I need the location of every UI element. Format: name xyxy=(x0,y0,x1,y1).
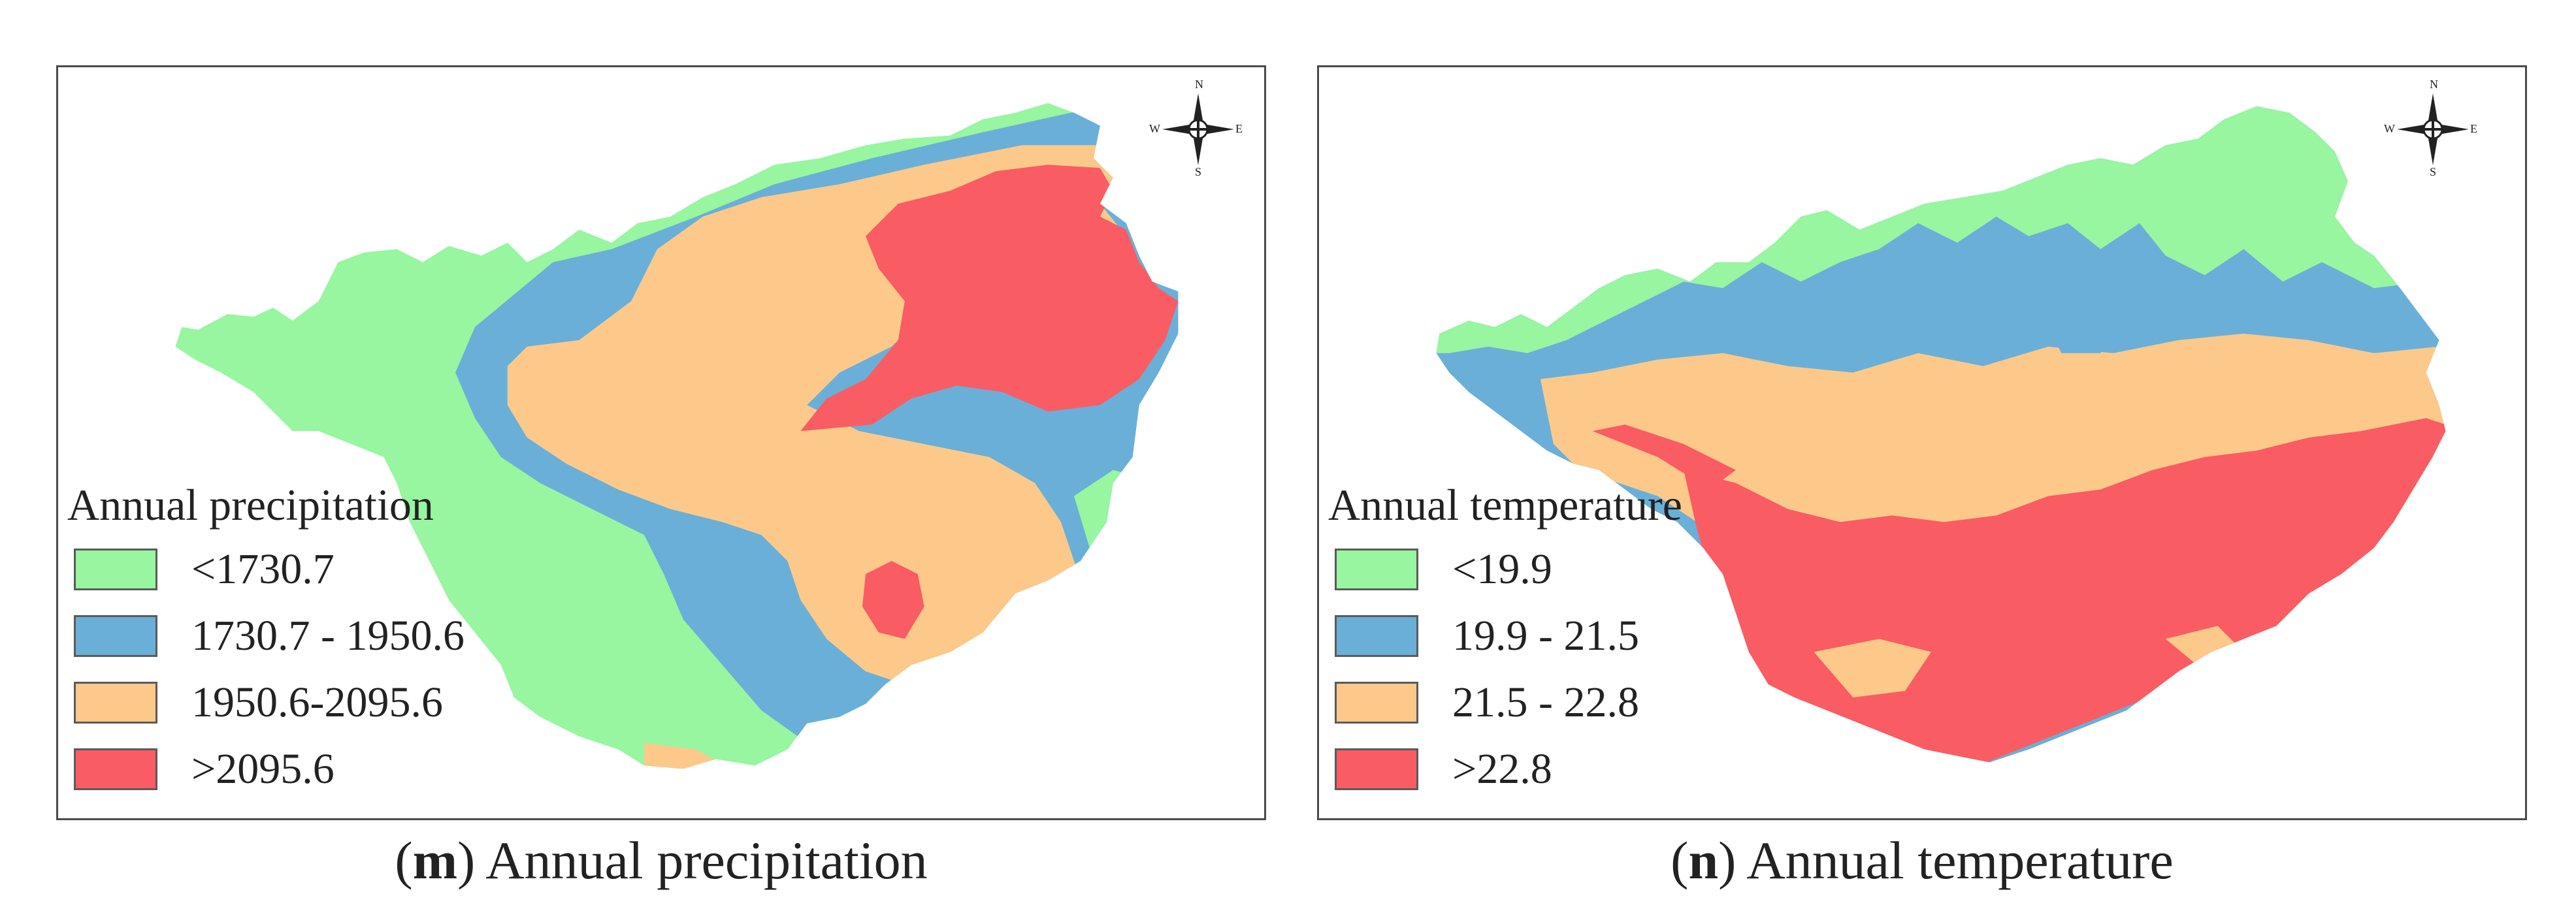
class-4-west-band xyxy=(1592,424,1736,490)
precipitation-map-panel: N S E W Annual precipitation <1730.7 173… xyxy=(56,65,1266,820)
legend-swatch-2 xyxy=(1335,615,1418,657)
compass-north-label: N xyxy=(1195,78,1203,91)
legend-label-1: <1730.7 xyxy=(191,545,334,593)
legend-item: >22.8 xyxy=(1328,736,1682,803)
legend-swatch-1 xyxy=(74,549,157,590)
class-4-island xyxy=(862,561,924,639)
legend-label-1: <19.9 xyxy=(1452,545,1552,593)
class-4-zone xyxy=(800,165,1179,432)
caption-text: Annual precipitation xyxy=(485,831,928,890)
legend-swatch-1 xyxy=(1335,549,1418,590)
caption-n: (n) Annual temperature xyxy=(1671,831,2174,890)
legend-item: <1730.7 xyxy=(67,536,465,603)
legend-swatch-4 xyxy=(74,748,157,790)
temperature-legend: Annual temperature <19.9 19.9 - 21.5 21.… xyxy=(1328,479,1682,803)
compass-rose-icon xyxy=(2397,93,2469,165)
legend-swatch-3 xyxy=(74,682,157,724)
caption-text: Annual temperature xyxy=(1746,831,2174,890)
caption-letter: m xyxy=(412,831,457,890)
temperature-map xyxy=(1436,106,2446,763)
caption-m: (m) Annual precipitation xyxy=(395,831,928,890)
legend-swatch-4 xyxy=(1335,748,1418,790)
legend-label-3: 1950.6-2095.6 xyxy=(191,678,443,726)
legend-item: >2095.6 xyxy=(67,736,465,803)
legend-item: 19.9 - 21.5 xyxy=(1328,603,1682,669)
compass-east-label: E xyxy=(2470,122,2477,135)
compass-west-label: W xyxy=(2384,122,2395,135)
legend-label-2: 19.9 - 21.5 xyxy=(1452,612,1639,660)
class-1-east-pocket xyxy=(1073,470,1179,587)
class-3-south-patch xyxy=(1814,639,1931,697)
compass-west-label: W xyxy=(1149,122,1160,135)
legend-item: 1950.6-2095.6 xyxy=(67,669,465,736)
legend-swatch-2 xyxy=(74,615,157,657)
legend-swatch-3 xyxy=(1335,682,1418,724)
compass-east-label: E xyxy=(1235,122,1243,135)
legend-title: Annual precipitation xyxy=(67,480,434,530)
class-3-south-pocket xyxy=(644,742,729,769)
class-2-central-patch xyxy=(2048,301,2127,353)
compass-north-label: N xyxy=(2430,78,2438,91)
precipitation-map xyxy=(175,103,1179,769)
legend-label-3: 21.5 - 22.8 xyxy=(1452,678,1639,726)
legend-label-4: >2095.6 xyxy=(191,745,334,793)
legend-label-4: >22.8 xyxy=(1452,745,1552,793)
precipitation-legend: Annual precipitation <1730.7 1730.7 - 19… xyxy=(67,479,465,803)
compass-south-label: S xyxy=(2430,165,2437,178)
legend-item: <19.9 xyxy=(1328,536,1682,603)
temperature-map-panel: N S E W Annual temperature <19.9 19.9 - … xyxy=(1317,65,2527,820)
north-arrow-compass: N S E W xyxy=(1149,78,1247,178)
compass-south-label: S xyxy=(1195,165,1202,178)
legend-label-2: 1730.7 - 1950.6 xyxy=(191,612,465,660)
legend-item: 1730.7 - 1950.6 xyxy=(67,603,465,669)
caption-letter: n xyxy=(1688,831,1719,890)
legend-item: 21.5 - 22.8 xyxy=(1328,669,1682,736)
compass-rose-icon xyxy=(1162,93,1234,165)
north-arrow-compass: N S E W xyxy=(2384,78,2482,178)
legend-title: Annual temperature xyxy=(1328,480,1682,530)
